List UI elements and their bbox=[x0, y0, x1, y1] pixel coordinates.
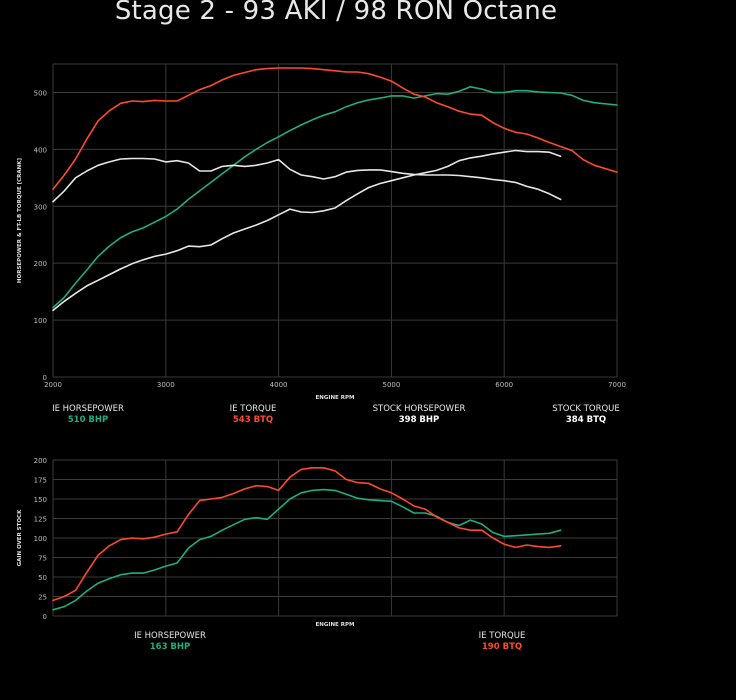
gain-series-ie-torque bbox=[52, 467, 562, 602]
gain-ytick-125: 125 bbox=[34, 516, 47, 524]
legend-main-ie-horsepower-value: 510 BHP bbox=[67, 415, 109, 425]
gain-ytick-100: 100 bbox=[34, 535, 47, 543]
main-xtick-2000: 2000 bbox=[44, 381, 62, 389]
main-xtick-4000: 4000 bbox=[270, 381, 288, 389]
gain-ytick-50: 50 bbox=[38, 574, 47, 582]
gain-series-ie-horsepower bbox=[52, 488, 562, 611]
gain-ytick-200: 200 bbox=[34, 457, 47, 465]
legend-gain-ie-horsepower: IE HORSEPOWER 163 BHP bbox=[120, 631, 220, 653]
gain-ytick-175: 175 bbox=[34, 477, 47, 485]
main-xtick-7000: 7000 bbox=[608, 381, 626, 389]
legend-main-ie-horsepower-label: IE HORSEPOWER bbox=[52, 404, 124, 414]
legend-gain-ie-horsepower-value: 163 BHP bbox=[149, 642, 191, 652]
legend-gain-ie-torque: IE TORQUE 190 BTQ bbox=[452, 631, 552, 653]
legend-main-stock-torque-value: 384 BTQ bbox=[565, 415, 607, 425]
main-ytick-200: 200 bbox=[34, 260, 47, 268]
main-ytick-400: 400 bbox=[34, 146, 47, 154]
main-ytick-300: 300 bbox=[34, 203, 47, 211]
legend-main-stock-horsepower-value: 398 BHP bbox=[398, 415, 440, 425]
main-xlabel: ENGINE RPM bbox=[316, 395, 355, 401]
legend-main-ie-torque-value: 543 BTQ bbox=[232, 415, 274, 425]
main-series-ie-horsepower bbox=[52, 86, 618, 309]
gain-ytick-150: 150 bbox=[34, 496, 47, 504]
legend-gain-ie-horsepower-label: IE HORSEPOWER bbox=[134, 631, 206, 641]
main-ytick-500: 500 bbox=[34, 89, 47, 97]
main-ytick-100: 100 bbox=[34, 317, 47, 325]
gain-ytick-25: 25 bbox=[38, 594, 47, 602]
gain-ytick-75: 75 bbox=[38, 555, 47, 563]
legend-gain-ie-torque-label: IE TORQUE bbox=[478, 631, 526, 641]
legend-main-ie-torque: IE TORQUE 543 BTQ bbox=[203, 404, 303, 426]
main-xtick-5000: 5000 bbox=[382, 381, 400, 389]
gain-ytick-0: 0 bbox=[43, 613, 47, 621]
main-series-stock-horsepower bbox=[52, 149, 562, 312]
main-xtick-3000: 3000 bbox=[157, 381, 175, 389]
legend-main-stock-torque-label: STOCK TORQUE bbox=[552, 404, 620, 414]
gain-ylabel: GAIN OVER STOCK bbox=[17, 509, 23, 566]
main-series-ie-torque bbox=[52, 67, 618, 190]
page-title: Stage 2 - 93 AKI / 98 RON Octane bbox=[114, 0, 558, 26]
legend-main-stock-horsepower: STOCK HORSEPOWER 398 BHP bbox=[364, 404, 474, 426]
main-ytick-0: 0 bbox=[43, 374, 47, 382]
main-xtick-6000: 6000 bbox=[495, 381, 513, 389]
legend-gain-ie-torque-value: 190 BTQ bbox=[481, 642, 523, 652]
main-ylabel: HORSEPOWER & FT-LB TORQUE [CRANK] bbox=[17, 157, 23, 283]
legend-main-stock-horsepower-label: STOCK HORSEPOWER bbox=[372, 404, 466, 414]
legend-main-ie-horsepower: IE HORSEPOWER 510 BHP bbox=[38, 404, 138, 426]
legend-main-stock-torque: STOCK TORQUE 384 BTQ bbox=[541, 404, 631, 426]
main-series-stock-torque bbox=[52, 157, 562, 203]
legend-main-ie-torque-label: IE TORQUE bbox=[229, 404, 277, 414]
gain-xlabel: ENGINE RPM bbox=[316, 622, 355, 628]
